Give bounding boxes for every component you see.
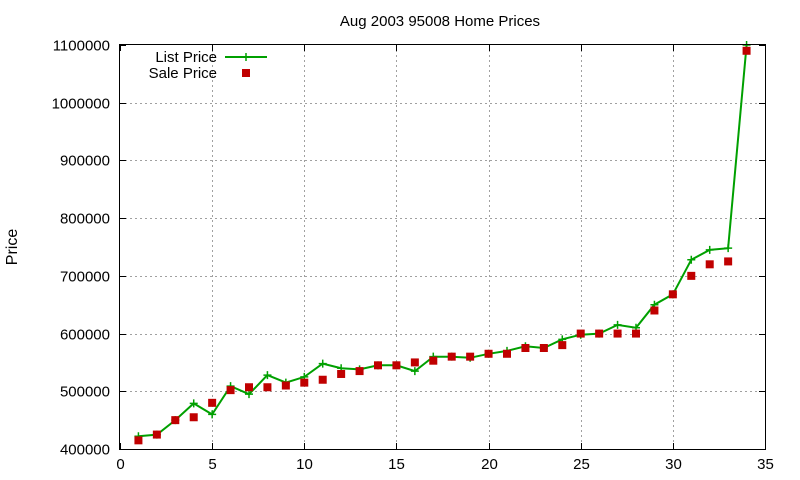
sale-price-point — [152, 430, 161, 439]
sale-price-point — [300, 378, 309, 387]
y-tick-label: 500000 — [60, 384, 110, 401]
sale-price-point — [245, 383, 253, 392]
sale-price-point — [355, 367, 364, 376]
y-tick-label: 1000000 — [52, 96, 110, 113]
list-price-point — [189, 399, 198, 408]
sale-price-point — [466, 352, 475, 361]
x-tick-label: 35 — [757, 456, 774, 473]
x-tick-label: 30 — [665, 456, 682, 473]
sale-price-point — [668, 290, 677, 299]
sale-price-point — [484, 349, 493, 358]
sale-price-point — [226, 386, 235, 395]
y-tick-label: 700000 — [60, 269, 110, 286]
x-tick-label: 15 — [388, 456, 405, 473]
sale-price-point — [632, 329, 640, 338]
y-tick-label: 900000 — [60, 153, 110, 170]
sale-price-point — [337, 369, 346, 378]
sale-price-point — [263, 383, 272, 392]
grid-layer — [120, 45, 765, 449]
x-tick-label: 0 — [116, 456, 124, 473]
sale-price-point — [208, 398, 217, 407]
sale-price-point — [687, 271, 696, 280]
sale-price-point — [429, 356, 438, 365]
legend-label: List Price — [155, 49, 217, 66]
sale-price-point — [503, 349, 511, 358]
legend-square-marker — [242, 69, 250, 77]
sale-price-point — [576, 329, 585, 338]
sale-price-point — [171, 416, 180, 425]
y-tick-label: 400000 — [60, 442, 110, 459]
x-tick-label: 10 — [296, 456, 313, 473]
sale-price-point — [595, 329, 604, 338]
list-price-point — [613, 320, 622, 329]
x-tick-label: 20 — [481, 456, 498, 473]
y-tick-label: 600000 — [60, 327, 110, 344]
list-price-point — [724, 244, 733, 253]
list-price-point — [410, 367, 419, 376]
sale-price-point — [724, 257, 733, 266]
list-price-point — [705, 245, 714, 254]
sale-price-point — [281, 381, 290, 390]
sale-price-point — [705, 260, 714, 269]
sale-price-point — [189, 413, 198, 422]
sale-price-point — [374, 361, 382, 370]
y-tick-label: 1100000 — [53, 38, 110, 55]
plot-frame — [119, 44, 766, 450]
legend-label: Sale Price — [149, 65, 217, 82]
sale-price-point — [650, 306, 659, 315]
y-axis-label: Price — [4, 229, 21, 266]
sale-price-point — [558, 341, 567, 350]
list-price-point — [687, 255, 696, 264]
list-price-line — [138, 44, 748, 438]
chart-title: Aug 2003 95008 Home Prices — [340, 13, 540, 30]
list-price-point — [318, 359, 327, 368]
sale-price-point — [134, 436, 143, 445]
list-price-point — [208, 410, 217, 419]
series-1 — [134, 46, 751, 445]
sale-price-point — [539, 344, 548, 352]
sale-price-point — [447, 352, 456, 361]
list-price-point — [263, 371, 272, 380]
sale-price-point — [392, 361, 401, 370]
sale-price-point — [613, 329, 622, 338]
x-tick-label: 5 — [208, 456, 216, 473]
sale-price-point — [318, 375, 327, 384]
legend-plus-marker — [242, 53, 250, 61]
sale-price-point — [521, 344, 530, 352]
y-tick-label: 800000 — [60, 211, 110, 228]
series-0 — [134, 41, 751, 441]
sale-price-point — [410, 358, 419, 367]
ticks-layer: 0 5 10 15 20 25 30 35 400000 500000 600000 700000 80… — [52, 38, 774, 474]
x-tick-label: 25 — [573, 456, 590, 473]
list-price-point — [245, 390, 253, 399]
series-layer — [134, 41, 751, 445]
sale-price-point — [742, 46, 751, 55]
